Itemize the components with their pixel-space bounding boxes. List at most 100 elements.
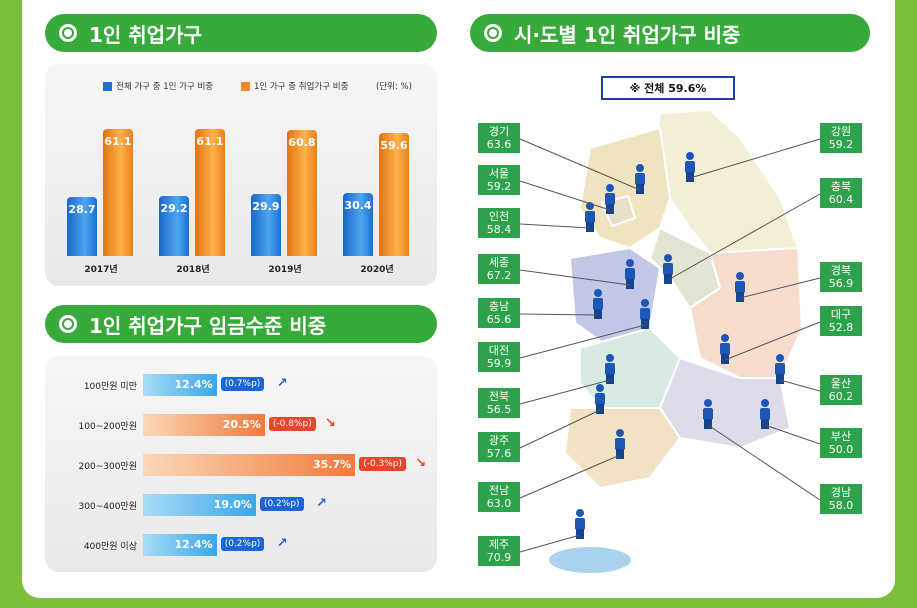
- wage-category-label: 300~400만원: [78, 502, 137, 512]
- korea-map: [547, 108, 804, 575]
- wage-bar: [143, 534, 217, 556]
- wage-value-label: 20.5%: [222, 418, 261, 431]
- year-label: 2019년: [268, 265, 302, 275]
- region-label: 울산 60.2: [820, 375, 862, 405]
- leader-line: [724, 321, 821, 361]
- region-label: 전남 63.0: [478, 482, 520, 512]
- person-icon: [593, 289, 603, 319]
- leader-line: [519, 534, 581, 553]
- bar-value-label: 60.8: [288, 136, 316, 150]
- year-label: 2020년: [360, 265, 394, 275]
- total-badge: ※ 전체 59.6%: [601, 76, 735, 100]
- region-name: 울산: [830, 377, 852, 390]
- wage-category-label: 400만원 이상: [83, 542, 137, 552]
- region-name: 부산: [830, 430, 852, 443]
- trend-down-icon: ↘: [324, 416, 336, 431]
- bar-employed-household: [287, 130, 317, 256]
- region-value: 63.0: [486, 497, 512, 510]
- region-value: 59.9: [486, 357, 512, 370]
- region-value: 67.2: [486, 269, 512, 282]
- legend-swatch-orange: [241, 81, 250, 91]
- trend-up-icon: ↗: [276, 376, 288, 391]
- region-name: 경북: [830, 264, 852, 277]
- trend-up-icon: ↗: [276, 536, 288, 551]
- section-title-text: 1인 취업가구: [89, 22, 202, 47]
- region-name: 대전: [488, 344, 510, 357]
- region-label: 세종 67.2: [478, 254, 520, 284]
- wage-change-badge: (-0.8%p): [268, 417, 316, 431]
- region-value: 52.8: [828, 321, 854, 334]
- wage-change-badge: (-0.3%p): [359, 457, 407, 471]
- region-value: 50.0: [828, 443, 854, 456]
- person-icon: [585, 202, 595, 232]
- leader-line: [519, 379, 611, 405]
- region-name: 강원: [830, 125, 852, 138]
- wage-bar: [143, 454, 356, 476]
- trend-up-icon: ↗: [315, 496, 327, 511]
- leader-line: [519, 324, 646, 359]
- bullet-icon: [484, 24, 502, 42]
- wage-bar: [143, 374, 217, 396]
- region-value: 63.6: [486, 138, 512, 151]
- person-icon: [775, 354, 785, 384]
- region-name: 광주: [488, 434, 510, 447]
- person-icon: [720, 334, 730, 364]
- wage-category-label: 100~200만원: [78, 422, 137, 432]
- bar-value-label: 59.6: [380, 138, 408, 152]
- wage-category-label: 100만원 미만: [83, 382, 137, 392]
- bar-value-label: 29.2: [160, 201, 188, 215]
- region-value: 56.9: [828, 277, 854, 290]
- bar-single-household: [251, 194, 281, 256]
- wage-bar: [143, 414, 265, 436]
- leader-line: [519, 138, 641, 191]
- bar-value-label: 28.7: [68, 202, 96, 216]
- region-value: 59.2: [486, 180, 512, 193]
- leader-line: [519, 313, 599, 316]
- region-label: 대구 52.8: [820, 306, 862, 336]
- person-icon: [640, 299, 650, 329]
- region-value: 56.5: [486, 403, 512, 416]
- bar-value-label: 30.4: [344, 199, 372, 213]
- region-value: 60.2: [828, 390, 854, 403]
- legend-blue: 전체 가구 중 1인 가구 비중: [103, 80, 213, 92]
- person-icons: [575, 152, 785, 539]
- leader-line: [689, 138, 821, 179]
- legend-label: 1인 가구 중 취업가구 비중: [254, 82, 349, 92]
- bar-single-household: [343, 193, 373, 256]
- legend-label: 전체 가구 중 1인 가구 비중: [116, 82, 214, 92]
- person-icon: [575, 509, 585, 539]
- person-icon: [685, 152, 695, 182]
- wage-value-label: 12.4%: [174, 538, 213, 551]
- bar-employed-household: [103, 129, 133, 256]
- bar-value-label: 61.1: [104, 135, 132, 149]
- region-name: 서울: [488, 167, 510, 180]
- region-name: 세종: [488, 256, 510, 269]
- region-shape-jeju: [547, 545, 633, 575]
- region-value: 65.6: [486, 313, 512, 326]
- section-title-text: 시·도별 1인 취업가구 비중: [514, 22, 741, 47]
- region-value: 57.6: [486, 447, 512, 460]
- leader-line: [739, 277, 821, 299]
- bar-single-household: [159, 195, 189, 256]
- wage-category-label: 200~300만원: [78, 462, 137, 472]
- region-label: 충남 65.6: [478, 298, 520, 328]
- person-icon: [703, 399, 713, 429]
- region-name: 전남: [488, 484, 510, 497]
- region-name: 경기: [488, 125, 510, 138]
- person-icon: [605, 184, 615, 214]
- leader-line: [667, 193, 821, 281]
- region-name: 경남: [830, 486, 852, 499]
- region-label: 충북 60.4: [820, 178, 862, 208]
- trend-down-icon: ↘: [415, 456, 427, 471]
- wage-change-badge: (0.2%p): [259, 497, 304, 511]
- region-label: 대전 59.9: [478, 342, 520, 372]
- wage-value-label: 19.0%: [213, 498, 252, 511]
- region-label: 부산 50.0: [820, 428, 862, 458]
- region-name: 인천: [488, 210, 510, 223]
- leader-line: [519, 223, 591, 229]
- leader-line: [519, 454, 621, 499]
- region-name: 충남: [488, 300, 510, 313]
- bar-value-label: 29.9: [252, 200, 280, 214]
- region-name: 대구: [830, 308, 852, 321]
